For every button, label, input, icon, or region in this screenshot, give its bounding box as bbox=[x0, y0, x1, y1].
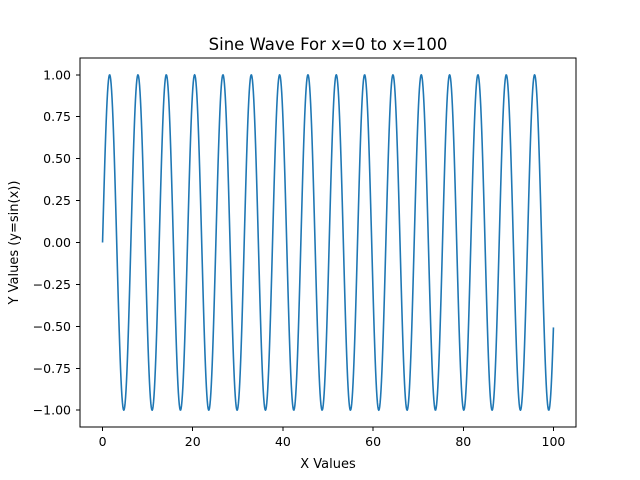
y-tick-label: 0.00 bbox=[43, 235, 71, 250]
x-tick-label: 80 bbox=[455, 434, 471, 449]
y-axis: 1.00 0.75 0.50 0.25 0.00 −0.25 −0.50 −0.75 −1.00 bbox=[33, 67, 80, 418]
y-tick-label: −1.00 bbox=[33, 403, 71, 418]
x-tick-label: 0 bbox=[99, 434, 107, 449]
y-tick-label: −0.75 bbox=[33, 361, 71, 376]
plot-area bbox=[101, 73, 555, 412]
y-axis-label: Y Values (y=sin(x)) bbox=[7, 181, 22, 306]
x-tick-label: 20 bbox=[185, 434, 201, 449]
x-axis-label: X Values bbox=[300, 457, 356, 472]
y-tick-label: 0.25 bbox=[43, 193, 71, 208]
y-tick-label: −0.50 bbox=[33, 319, 71, 334]
y-tick-label: −0.25 bbox=[33, 277, 71, 292]
x-tick-label: 40 bbox=[275, 434, 291, 449]
y-tick-label: 0.50 bbox=[43, 151, 71, 166]
chart-title: Sine Wave For x=0 to x=100 bbox=[209, 35, 448, 54]
x-tick-label: 60 bbox=[365, 434, 381, 449]
y-tick-label: 0.75 bbox=[43, 109, 71, 124]
series-line-sine bbox=[101, 73, 555, 412]
x-axis: 0 20 40 60 80 100 bbox=[99, 427, 566, 449]
y-tick-label: 1.00 bbox=[43, 67, 71, 82]
x-tick-label: 100 bbox=[542, 434, 566, 449]
